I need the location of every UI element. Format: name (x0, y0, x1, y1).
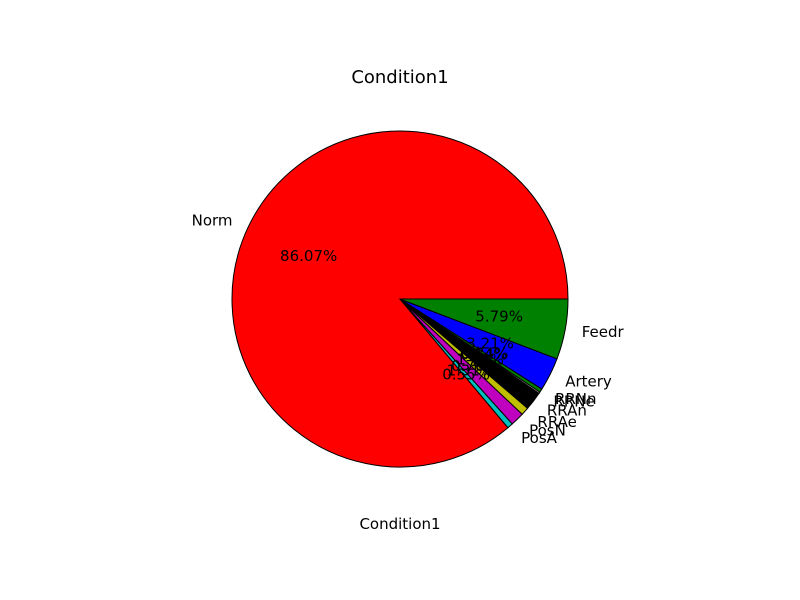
slice-pct-norm: 86.07% (280, 247, 337, 265)
slice-label-feedr: Feedr (582, 323, 625, 341)
chart-title: Condition1 (351, 67, 448, 88)
slice-pct-rrnn: 0.34% (461, 344, 509, 362)
slice-label-norm: Norm (192, 211, 233, 229)
slice-label-artery: Artery (565, 372, 612, 390)
pie-slices (231, 130, 569, 468)
slice-label-rrne: RRNe (553, 393, 594, 411)
percent-labels: 86.07% 0.55%1.31%0.76%1.79%0.14%0.34%3.21… (280, 247, 523, 384)
slice-label-rran: RRAn (547, 402, 587, 420)
slice-pct-artery: 3.21% (466, 335, 514, 353)
slice-pct-rrne: 0.14% (460, 346, 508, 364)
slice-label-posa: PosA (521, 429, 558, 447)
slice-label-rrae: RRAe (537, 413, 576, 431)
chart-xlabel: Condition1 (359, 515, 440, 533)
slice-label-rrnn: RRNn (555, 390, 597, 408)
pie-slice-norm (231, 130, 569, 468)
slice-label-posn: PosN (529, 422, 566, 440)
slice-pct-posn: 1.31% (447, 362, 495, 380)
pie-slice-feedr (399, 298, 569, 360)
slice-pct-posa: 0.55% (442, 366, 490, 384)
slice-pct-feedr: 5.79% (475, 308, 523, 326)
slice-pct-rrae: 0.76% (451, 357, 499, 375)
slice-pct-rran: 1.79% (456, 351, 504, 369)
